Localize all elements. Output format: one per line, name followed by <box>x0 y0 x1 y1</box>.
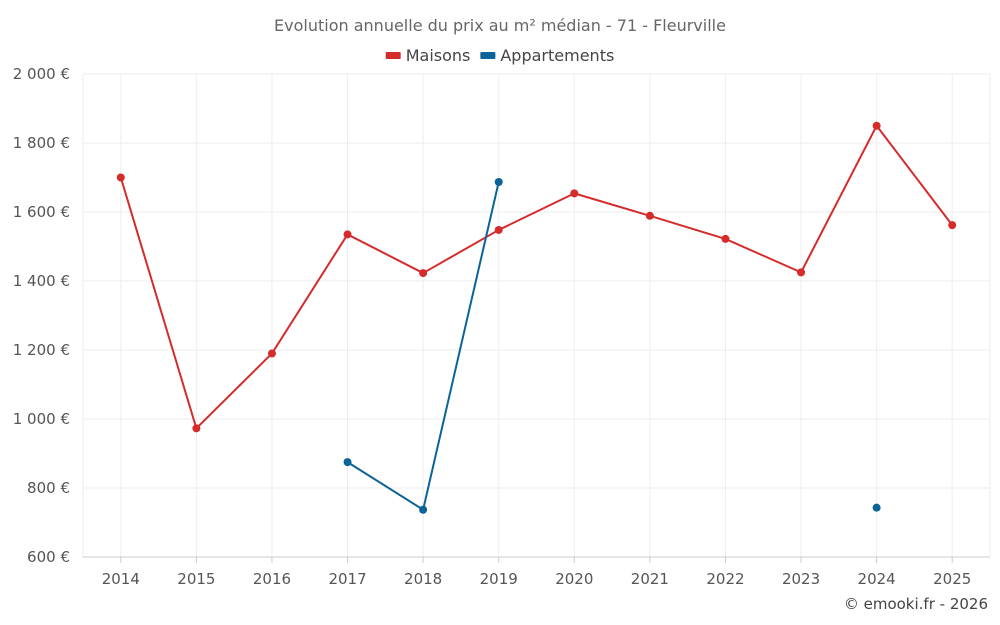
legend-item-appartements[interactable]: Appartements <box>480 46 614 65</box>
data-point-appartements[interactable] <box>494 177 503 186</box>
y-tick-label: 2 000 € <box>13 65 70 83</box>
x-tick-label: 2022 <box>706 570 744 588</box>
data-point-maisons[interactable] <box>645 211 654 220</box>
legend-swatch <box>480 52 496 59</box>
y-tick-label: 1 400 € <box>13 272 70 290</box>
series-line-maisons <box>119 124 954 430</box>
series-appartements <box>343 177 881 514</box>
x-tick-label: 2015 <box>177 570 215 588</box>
y-tick-label: 1 000 € <box>13 410 70 428</box>
data-point-appartements[interactable] <box>419 505 428 514</box>
x-tick-label: 2016 <box>253 570 291 588</box>
data-point-maisons[interactable] <box>192 424 201 433</box>
chart-title: Evolution annuelle du prix au m² médian … <box>274 16 726 35</box>
legend-item-maisons[interactable]: Maisons <box>385 46 471 65</box>
x-tick-label: 2017 <box>328 570 366 588</box>
y-tick-label: 1 200 € <box>13 341 70 359</box>
data-point-maisons[interactable] <box>267 349 276 358</box>
x-tick-label: 2014 <box>102 570 140 588</box>
x-tick-label: 2024 <box>858 570 896 588</box>
credit-text: © emooki.fr - 2026 <box>844 595 988 613</box>
x-tick-label: 2018 <box>404 570 442 588</box>
data-point-maisons[interactable] <box>570 189 579 198</box>
x-tick-label: 2025 <box>933 570 971 588</box>
data-point-maisons[interactable] <box>494 225 503 234</box>
x-tick-label: 2020 <box>555 570 593 588</box>
data-point-maisons[interactable] <box>872 121 881 130</box>
data-point-maisons[interactable] <box>948 221 957 230</box>
legend-label: Appartements <box>500 46 614 65</box>
legend-swatch <box>385 52 401 59</box>
data-point-maisons[interactable] <box>797 268 806 277</box>
legend-label: Maisons <box>406 46 471 65</box>
data-point-maisons[interactable] <box>721 234 730 243</box>
series-layer <box>116 121 957 514</box>
y-tick-label: 1 800 € <box>13 134 70 152</box>
y-tick-label: 1 600 € <box>13 203 70 221</box>
y-tick-label: 600 € <box>27 548 70 566</box>
data-point-appartements[interactable] <box>872 503 881 512</box>
data-point-maisons[interactable] <box>116 173 125 182</box>
x-tick-label: 2021 <box>631 570 669 588</box>
x-tick-label: 2019 <box>480 570 518 588</box>
y-tick-label: 800 € <box>27 479 70 497</box>
axes: 600 € 800 € 1 000 € 1 200 € 1 400 € 1 600 € 1 … <box>13 65 990 588</box>
series-maisons <box>116 121 957 433</box>
grid <box>82 73 991 557</box>
data-point-appartements[interactable] <box>343 458 352 467</box>
data-point-maisons[interactable] <box>343 230 352 239</box>
x-tick-label: 2023 <box>782 570 820 588</box>
data-point-maisons[interactable] <box>419 269 428 278</box>
chart-legend: Maisons Appartements <box>385 46 614 65</box>
